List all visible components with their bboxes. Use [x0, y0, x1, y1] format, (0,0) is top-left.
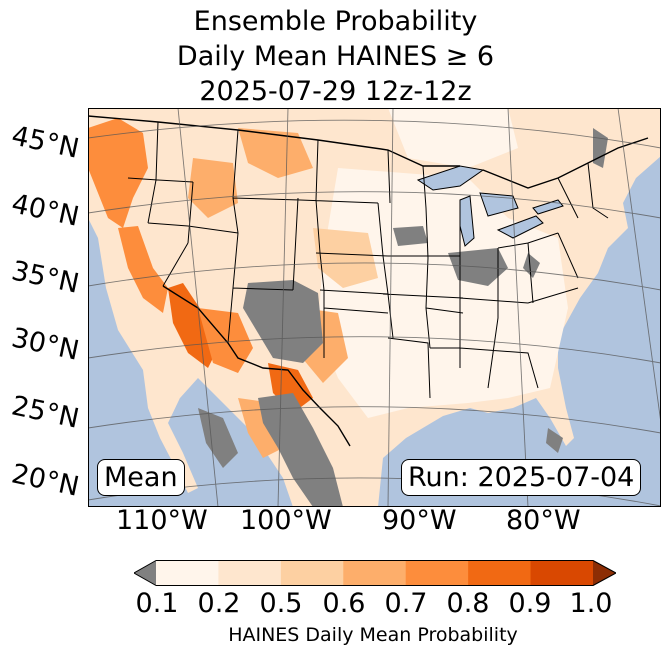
colorbar-segments	[156, 560, 594, 586]
colorbar-tick-1: 0.2	[197, 588, 241, 619]
lat-label-20: 20°N	[8, 458, 82, 503]
probability-map	[88, 108, 661, 507]
title-line-2: Daily Mean HAINES ≥ 6	[176, 41, 495, 72]
missing-data-mexico-west	[198, 408, 238, 468]
run-date-label: Run: 2025-07-04	[401, 459, 642, 496]
lon-label-110: 110°W	[116, 505, 208, 536]
high-probability-sw	[168, 283, 218, 368]
colorbar-label: HAINES Daily Mean Probability	[228, 624, 518, 646]
high-probability-ca	[118, 226, 168, 313]
colorbar-tick-3: 0.6	[322, 588, 366, 619]
graticule	[88, 108, 661, 507]
high-probability-id	[188, 158, 238, 218]
lat-label-35: 35°N	[8, 255, 82, 300]
title-line-3: 2025-07-29 12z-12z	[199, 76, 472, 107]
colorbar-segment-3	[343, 560, 407, 586]
lat-label-45: 45°N	[8, 120, 82, 165]
statistic-label: Mean	[97, 459, 185, 496]
colorbar-segment-6	[530, 560, 594, 586]
colorbar-over-arrow	[593, 560, 616, 586]
colorbar-segment-5	[468, 560, 532, 586]
low-probability-area-north	[388, 108, 518, 168]
lon-label-90: 90°W	[382, 505, 457, 536]
colorbar-tick-7: 1.0	[569, 588, 613, 619]
colorbar	[134, 560, 616, 586]
colorbar-tick-4: 0.7	[384, 588, 428, 619]
lat-label-30: 30°N	[8, 322, 82, 367]
colorbar-tick-6: 0.9	[508, 588, 552, 619]
colorbar-tick-0: 0.1	[135, 588, 179, 619]
colorbar-under-arrow	[134, 560, 156, 586]
colorbar-tick-5: 0.8	[446, 588, 490, 619]
lat-label-40: 40°N	[8, 188, 82, 233]
colorbar-outline	[134, 560, 616, 586]
high-probability-tx	[268, 363, 313, 413]
high-probability-mt	[238, 128, 313, 178]
colorbar-segment-0	[156, 560, 219, 586]
lat-label-25: 25°N	[8, 390, 82, 435]
lon-label-80: 80°W	[506, 505, 581, 536]
missing-data-mo	[393, 226, 428, 246]
missing-data-fl	[546, 428, 563, 453]
map-frame	[88, 108, 661, 507]
high-probability-nw	[88, 118, 148, 228]
title-line-1: Ensemble Probability	[193, 6, 478, 37]
colorbar-segment-2	[280, 560, 344, 586]
colorbar-segment-1	[218, 560, 282, 586]
gulf-of-california	[170, 398, 200, 480]
high-probability-plains	[313, 228, 378, 288]
lon-label-100: 100°W	[240, 505, 332, 536]
great-lakes	[416, 165, 564, 247]
state-borders	[127, 121, 609, 399]
colorbar-tick-2: 0.5	[259, 588, 303, 619]
colorbar-segment-4	[405, 560, 469, 586]
